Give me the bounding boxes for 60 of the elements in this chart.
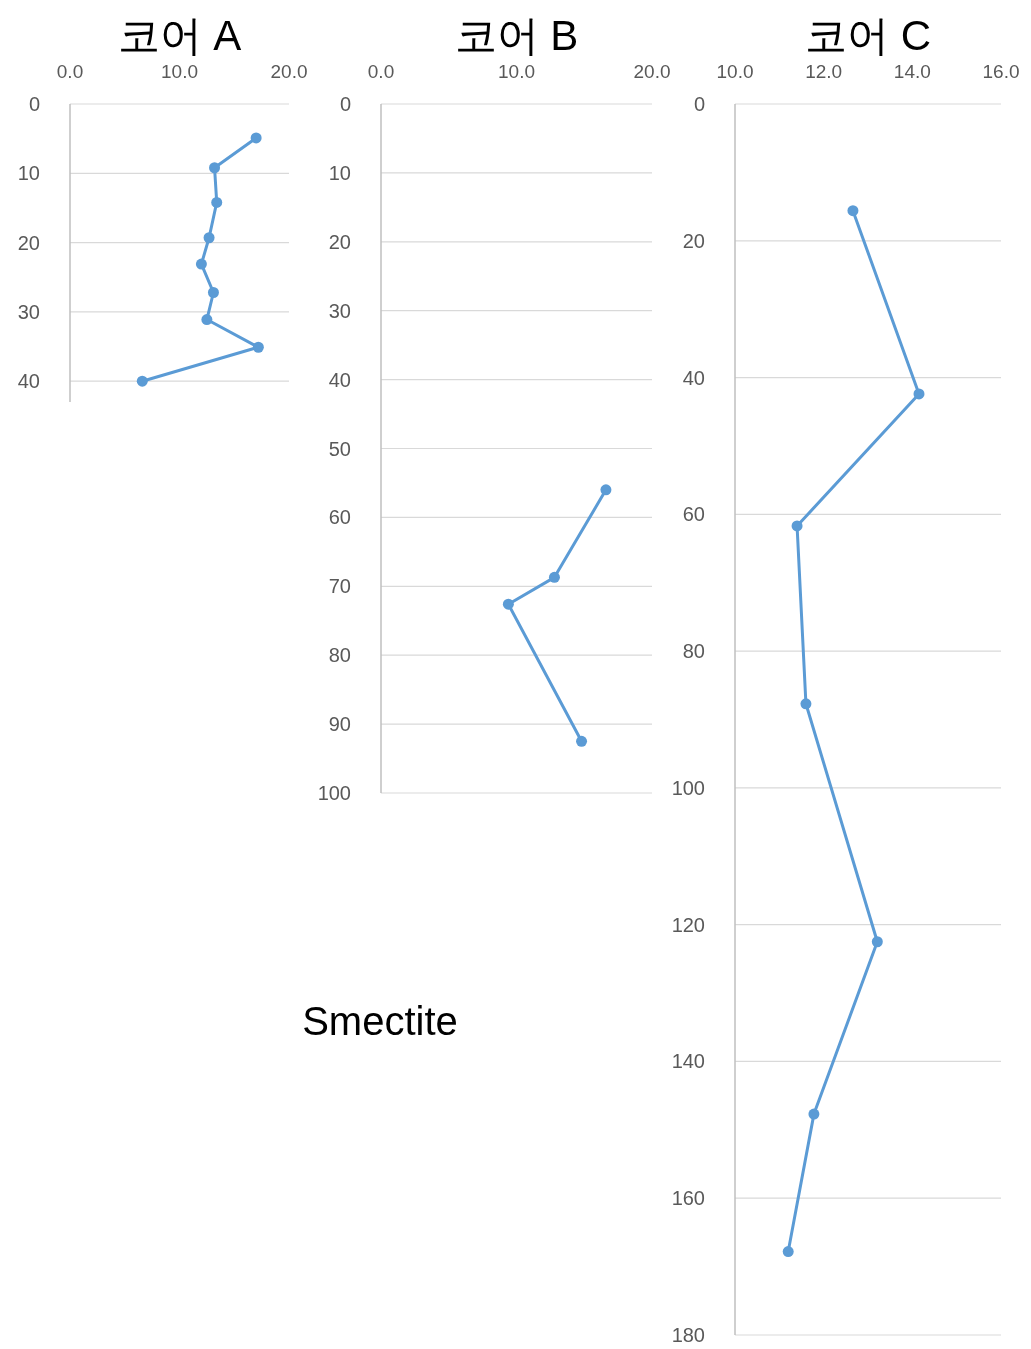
x-tick-label: 12.0 xyxy=(805,61,843,82)
point xyxy=(791,520,803,532)
y-tick-label: 50 xyxy=(328,437,351,460)
point xyxy=(847,205,859,217)
x-tick-label: 14.0 xyxy=(893,61,931,82)
y-tick-label: 40 xyxy=(682,366,705,389)
y-tick-label: 140 xyxy=(671,1050,705,1073)
point xyxy=(195,258,207,270)
y-tick-label: 30 xyxy=(328,299,351,322)
point xyxy=(252,341,264,353)
point xyxy=(576,735,588,747)
point xyxy=(800,698,812,710)
y-tick-label: 20 xyxy=(328,230,351,253)
y-tick-label: 20 xyxy=(17,231,40,254)
point xyxy=(250,132,262,144)
y-tick-label: 0 xyxy=(28,93,40,115)
point xyxy=(808,1108,820,1120)
x-tick-label: 20.0 xyxy=(633,61,671,82)
x-tick-label: 10.0 xyxy=(161,61,198,82)
point xyxy=(211,196,223,208)
y-tick-label: 60 xyxy=(682,503,705,526)
x-tick-label: 10.0 xyxy=(716,61,754,82)
x-tick-label: 10.0 xyxy=(498,61,535,82)
y-tick-label: 70 xyxy=(328,575,351,598)
y-tick-label: 120 xyxy=(671,913,705,936)
point xyxy=(207,287,219,298)
y-tick-label: 0 xyxy=(693,93,705,115)
point xyxy=(209,162,221,174)
point xyxy=(871,936,883,948)
point xyxy=(600,484,612,496)
y-tick-label: 10 xyxy=(17,162,40,185)
y-tick-label: 60 xyxy=(328,506,351,529)
y-tick-label: 100 xyxy=(317,782,351,804)
y-tick-label: 160 xyxy=(671,1187,705,1210)
y-tick-label: 0 xyxy=(339,93,351,115)
text: Smectite xyxy=(302,999,458,1043)
x-tick-label: 16.0 xyxy=(982,61,1020,82)
y-tick-label: 20 xyxy=(682,229,705,252)
point xyxy=(136,375,148,387)
point xyxy=(201,314,213,326)
chart-title: 코어 B xyxy=(454,12,579,59)
x-tick-label: 20.0 xyxy=(270,61,308,82)
y-tick-label: 30 xyxy=(17,300,40,323)
y-tick-label: 40 xyxy=(17,370,40,393)
point xyxy=(782,1246,794,1258)
y-tick-label: 180 xyxy=(671,1324,705,1346)
y-tick-label: 40 xyxy=(328,368,351,391)
point xyxy=(502,598,514,610)
y-tick-label: 80 xyxy=(328,644,351,667)
y-tick-label: 80 xyxy=(682,640,705,663)
x-tick-label: 0.0 xyxy=(56,61,84,82)
x-tick-label: 0.0 xyxy=(367,61,395,82)
chart-title: 코어 A xyxy=(117,12,242,59)
y-tick-label: 90 xyxy=(328,713,351,736)
point xyxy=(548,571,560,583)
point xyxy=(203,232,215,244)
chart-title: 코어 C xyxy=(805,12,931,59)
y-tick-label: 10 xyxy=(328,161,351,184)
y-tick-label: 100 xyxy=(671,776,705,799)
point xyxy=(913,388,925,400)
